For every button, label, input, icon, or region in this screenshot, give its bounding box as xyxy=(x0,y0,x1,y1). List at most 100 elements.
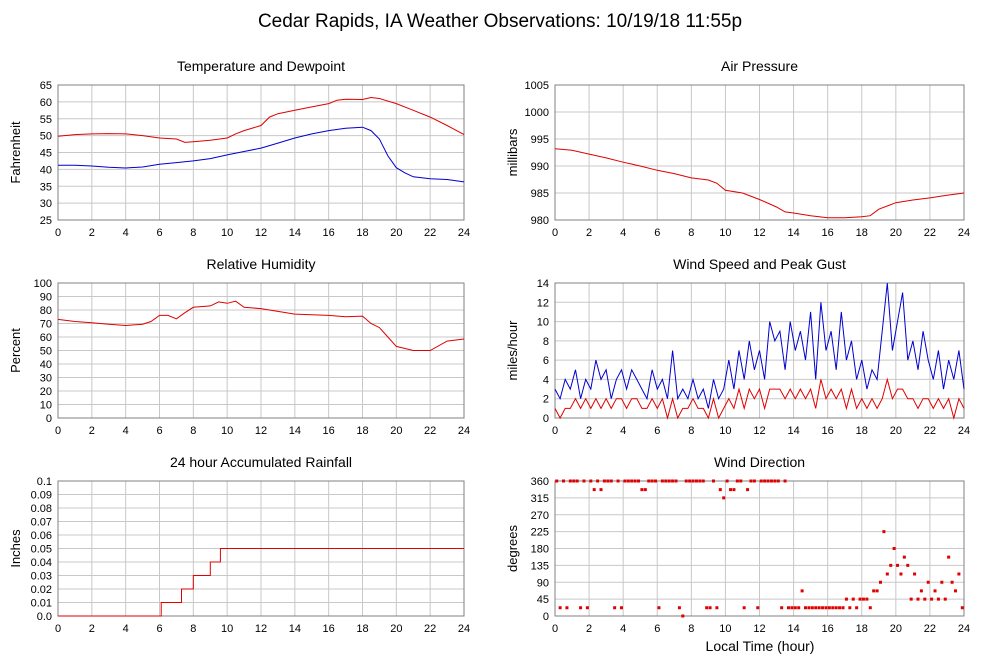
x-tick-label: 12 xyxy=(753,623,765,635)
y-axis-label: miles/hour xyxy=(505,320,520,381)
data-point xyxy=(602,479,606,483)
x-tick-label: 10 xyxy=(221,227,233,239)
data-point xyxy=(565,606,569,610)
y-tick-label: 1005 xyxy=(525,80,549,92)
chart-title: Temperature and Dewpoint xyxy=(177,58,345,74)
data-point xyxy=(647,479,651,483)
data-point xyxy=(889,563,893,567)
x-tick-label: 18 xyxy=(356,623,368,635)
x-tick-label: 22 xyxy=(424,227,436,239)
x-tick-label: 14 xyxy=(787,623,799,635)
data-point xyxy=(589,479,593,483)
y-tick-label: 0.04 xyxy=(31,557,52,569)
data-point xyxy=(711,479,715,483)
x-tick-label: 0 xyxy=(552,227,558,239)
data-point xyxy=(657,606,661,610)
x-tick-label: 14 xyxy=(787,425,799,437)
x-tick-label: 4 xyxy=(620,227,626,239)
y-tick-label: 14 xyxy=(537,278,549,290)
data-point xyxy=(858,597,862,601)
data-point xyxy=(913,572,917,576)
data-point xyxy=(875,589,879,593)
data-point xyxy=(933,589,937,593)
data-point xyxy=(599,488,603,492)
page-title: Cedar Rapids, IA Weather Observations: 1… xyxy=(258,11,742,32)
data-point xyxy=(776,479,780,483)
data-point xyxy=(797,606,801,610)
data-point xyxy=(902,555,906,559)
data-point xyxy=(824,606,828,610)
data-point xyxy=(752,479,756,483)
data-point xyxy=(923,597,927,601)
y-tick-label: 995 xyxy=(531,134,549,146)
data-point xyxy=(640,488,644,492)
y-tick-label: 0 xyxy=(46,413,52,425)
x-tick-label: 8 xyxy=(190,227,196,239)
y-tick-label: 10 xyxy=(40,400,52,412)
x-tick-label: 16 xyxy=(822,227,834,239)
x-tick-label: 2 xyxy=(586,227,592,239)
x-tick-label: 16 xyxy=(323,623,335,635)
data-point xyxy=(623,479,627,483)
data-point xyxy=(691,479,695,483)
y-tick-label: 30 xyxy=(40,198,52,210)
data-point xyxy=(705,606,709,610)
chart-title: Wind Direction xyxy=(714,454,805,470)
x-tick-label: 20 xyxy=(890,623,902,635)
data-point xyxy=(684,479,688,483)
data-point xyxy=(834,606,838,610)
x-tick-label: 22 xyxy=(924,623,936,635)
x-tick-label: 8 xyxy=(190,623,196,635)
data-point xyxy=(899,572,903,576)
data-point xyxy=(681,614,685,618)
x-tick-label: 18 xyxy=(356,227,368,239)
x-tick-label: 2 xyxy=(89,623,95,635)
data-point xyxy=(763,479,767,483)
plot-frame xyxy=(57,282,465,419)
x-tick-label: 2 xyxy=(89,425,95,437)
x-tick-label: 18 xyxy=(856,623,868,635)
y-axis-label: Fahrenheit xyxy=(8,121,23,184)
y-tick-label: 8 xyxy=(543,336,549,348)
data-point xyxy=(701,479,705,483)
x-tick-label: 20 xyxy=(390,623,402,635)
x-tick-label: 16 xyxy=(323,227,335,239)
data-point xyxy=(674,479,678,483)
data-point xyxy=(562,479,566,483)
x-tick-label: 24 xyxy=(458,227,470,239)
y-tick-label: 40 xyxy=(40,164,52,176)
x-tick-label: 20 xyxy=(390,425,402,437)
x-axis-label: Local Time (hour) xyxy=(706,638,815,654)
series-line-0 xyxy=(58,548,464,617)
data-point xyxy=(756,606,760,610)
x-tick-label: 4 xyxy=(123,623,129,635)
x-tick-label: 22 xyxy=(924,425,936,437)
x-tick-label: 10 xyxy=(719,227,731,239)
data-point xyxy=(732,488,736,492)
data-point xyxy=(848,606,852,610)
x-tick-label: 10 xyxy=(719,425,731,437)
data-point xyxy=(810,606,814,610)
y-tick-label: 80 xyxy=(40,305,52,317)
y-tick-label: 0.06 xyxy=(31,530,52,542)
data-point xyxy=(558,606,562,610)
x-tick-label: 2 xyxy=(586,623,592,635)
chart-title: 24 hour Accumulated Rainfall xyxy=(170,454,352,470)
data-point xyxy=(626,479,630,483)
data-point xyxy=(592,488,596,492)
plot-frame xyxy=(554,480,965,617)
x-tick-label: 0 xyxy=(552,623,558,635)
x-tick-label: 6 xyxy=(156,227,162,239)
series-line-1 xyxy=(554,377,965,420)
data-point xyxy=(579,606,583,610)
x-tick-label: 12 xyxy=(255,227,267,239)
y-tick-label: 0 xyxy=(543,413,549,425)
x-tick-label: 6 xyxy=(156,425,162,437)
chart-wind_direction: 0 2 4 6 8 10 12 14 16 18 20 22 240459013518022527031… xyxy=(505,454,970,635)
data-point xyxy=(793,606,797,610)
data-point xyxy=(930,597,934,601)
x-tick-label: 6 xyxy=(654,623,660,635)
x-tick-label: 6 xyxy=(156,623,162,635)
y-tick-label: 360 xyxy=(531,476,549,488)
